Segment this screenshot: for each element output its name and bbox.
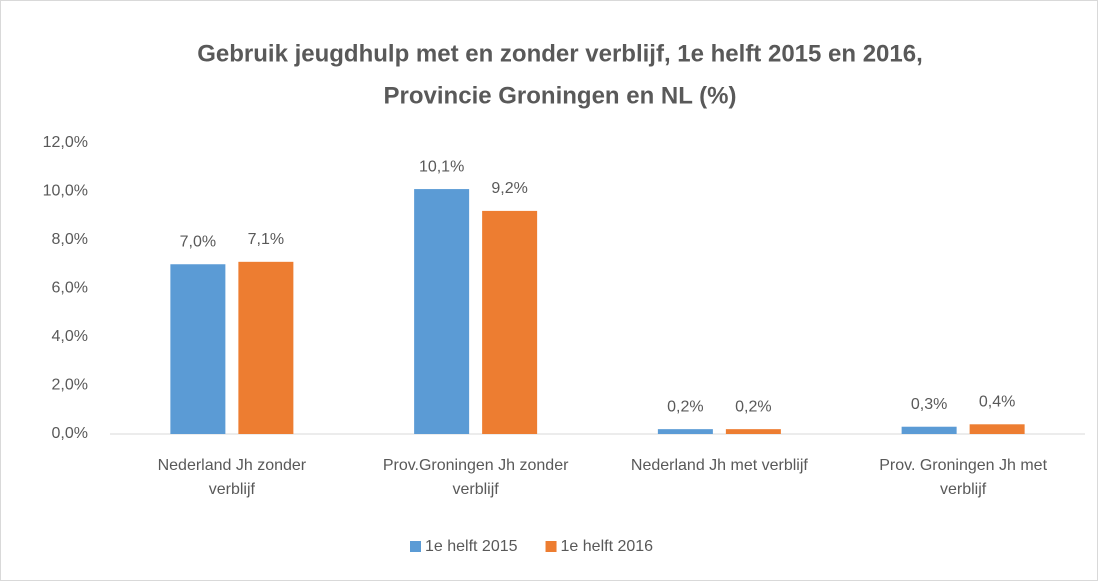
- data-label: 9,2%: [491, 180, 527, 197]
- data-label: 7,0%: [180, 233, 216, 250]
- bar: [170, 264, 226, 434]
- y-tick-label: 0,0%: [52, 425, 88, 442]
- bar: [969, 424, 1025, 434]
- chart-title: Gebruik jeugdhulp met en zonder verblijf…: [197, 40, 923, 67]
- y-tick-label: 12,0%: [43, 134, 88, 151]
- bar: [657, 429, 713, 434]
- bar: [414, 189, 470, 434]
- data-label: 7,1%: [248, 231, 284, 248]
- legend-label: 1e helft 2015: [425, 538, 518, 555]
- data-label: 0,2%: [735, 398, 771, 415]
- data-label: 0,2%: [667, 398, 703, 415]
- x-tick-label: Nederland Jh met verblijf: [630, 457, 808, 474]
- data-label: 0,4%: [979, 394, 1015, 411]
- y-tick-label: 8,0%: [52, 231, 88, 248]
- bar: [725, 429, 781, 434]
- chart-title: Provincie Groningen en NL (%): [384, 82, 737, 109]
- data-label: 10,1%: [419, 158, 464, 175]
- bar: [482, 210, 538, 434]
- legend-swatch: [545, 541, 557, 552]
- y-tick-label: 6,0%: [52, 280, 88, 297]
- y-tick-label: 4,0%: [52, 328, 88, 345]
- data-label: 0,3%: [911, 396, 947, 413]
- x-tick-label: Nederland Jh zonder verblijf: [157, 457, 307, 498]
- legend-swatch: [410, 541, 421, 552]
- bar: [238, 261, 294, 434]
- y-tick-label: 10,0%: [43, 183, 88, 200]
- bar: [901, 426, 957, 434]
- x-tick-label: Prov.Groningen Jh zonder verblijf: [382, 457, 569, 498]
- y-tick-label: 2,0%: [52, 377, 88, 394]
- x-tick-label: Prov. Groningen Jh met verblijf: [879, 457, 1048, 498]
- legend-label: 1e helft 2016: [561, 538, 654, 555]
